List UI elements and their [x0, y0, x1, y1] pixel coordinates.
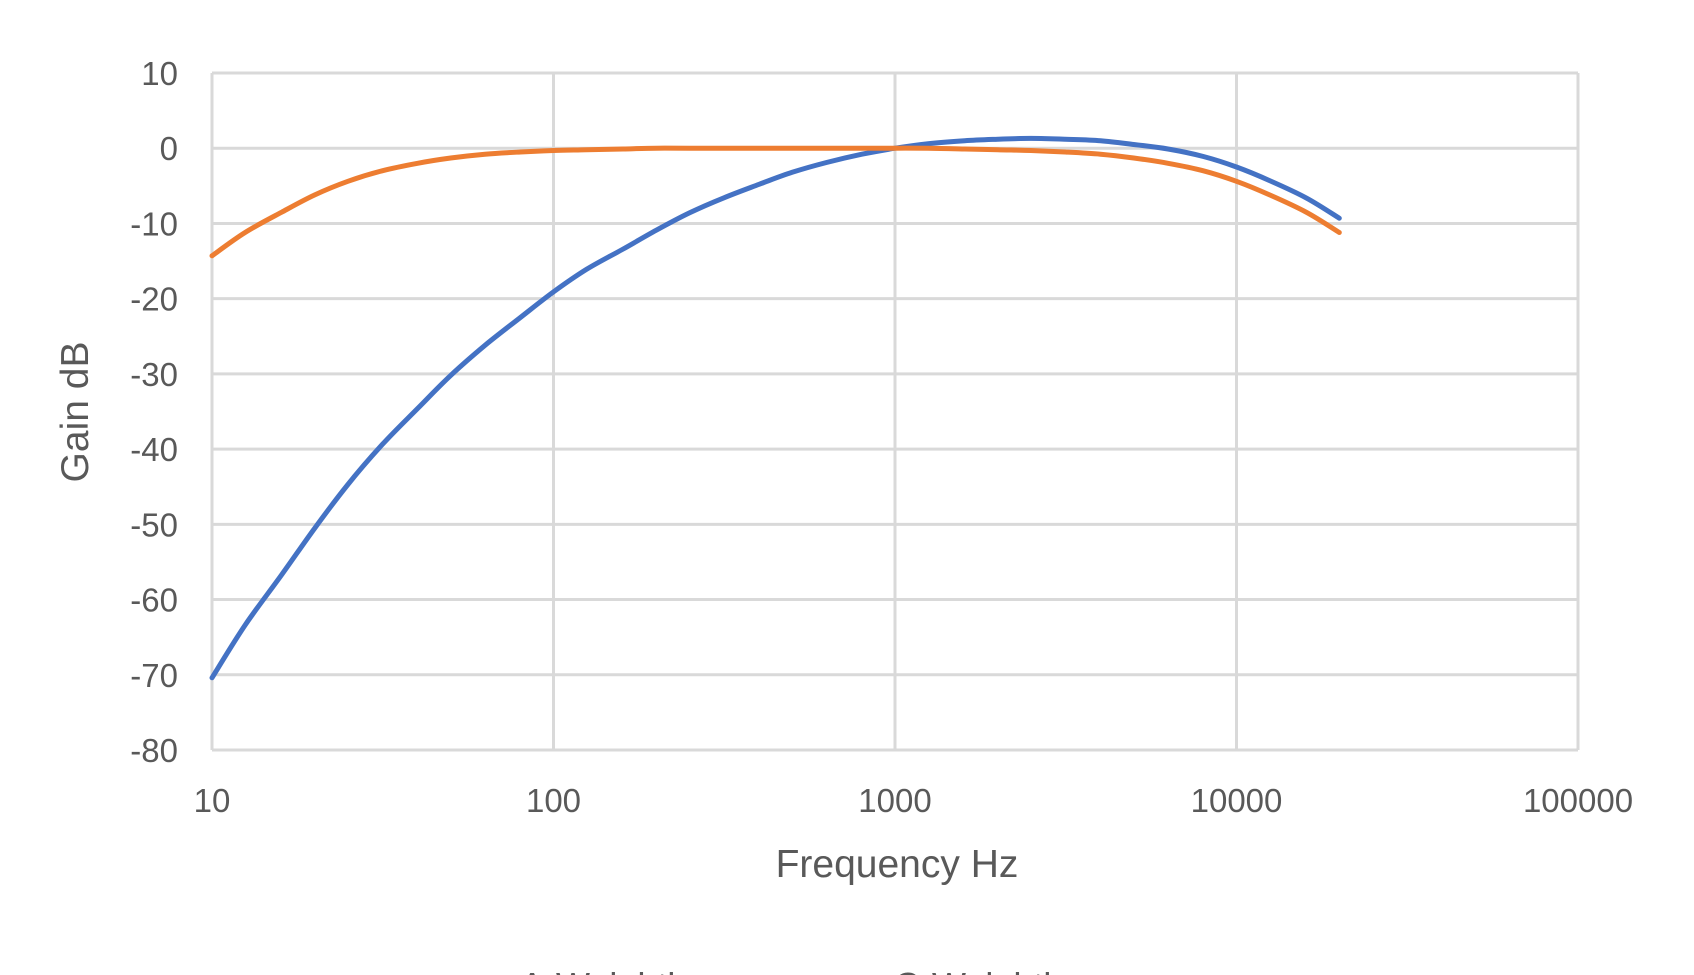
- x-axis-title: Frequency Hz: [776, 843, 1019, 886]
- y-tick-label: -60: [130, 582, 178, 619]
- x-tick-label: 100: [526, 782, 581, 819]
- legend-label: C-Weighting: [894, 965, 1091, 975]
- series-line-c-weighting: [209, 145, 1342, 259]
- y-tick-label: 10: [141, 55, 178, 92]
- x-tick-label: 10000: [1191, 782, 1283, 819]
- y-tick-label: -30: [130, 356, 178, 393]
- y-tick-label: -20: [130, 281, 178, 318]
- grid: [210, 71, 1580, 752]
- y-tick-label: -40: [130, 431, 178, 468]
- series-lines: [209, 135, 1342, 681]
- y-tick-label: -70: [130, 657, 178, 694]
- y-tick-label: -80: [130, 732, 178, 769]
- x-tick-label: 1000: [858, 782, 931, 819]
- y-tick-label: 0: [160, 130, 178, 167]
- x-tick-label: 10: [194, 782, 231, 819]
- y-axis-title: Gain dB: [54, 342, 97, 483]
- legend: A-Weighting C-Weighting: [520, 965, 1091, 975]
- series-line-a-weighting: [209, 135, 1342, 681]
- y-tick-label: -10: [130, 205, 178, 242]
- x-tick-label: 100000: [1523, 782, 1633, 819]
- y-tick-label: -50: [130, 506, 178, 543]
- legend-label: A-Weighting: [520, 965, 715, 975]
